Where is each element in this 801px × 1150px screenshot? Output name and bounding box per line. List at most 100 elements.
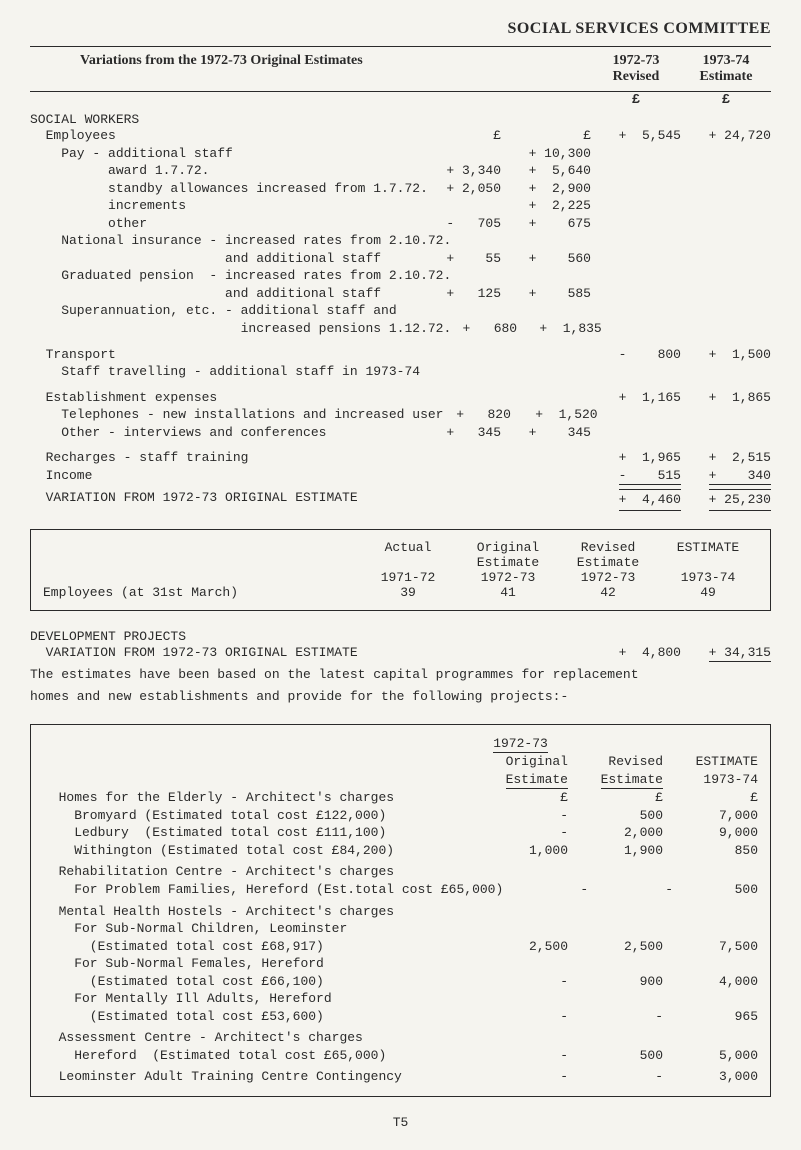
box-v4: 49 bbox=[658, 585, 758, 600]
box2-sub-b-label: (Estimated total cost £68,917) bbox=[43, 938, 473, 956]
box2-ill-b: (Estimated total cost £53,600) - - 965 bbox=[43, 1008, 758, 1026]
box2-subf-b-label: (Estimated total cost £66,100) bbox=[43, 973, 473, 991]
box2-assess-e: 5,000 bbox=[663, 1047, 758, 1065]
box2-subf-r: 900 bbox=[568, 973, 663, 991]
row-national-insurance-b: and additional staff + 55 + 560 bbox=[30, 250, 771, 268]
box2-brom-o: - bbox=[473, 807, 568, 825]
box2-assess-a-label: Assessment Centre - Architect's charges bbox=[43, 1029, 473, 1047]
box2-sub-a-label: For Sub-Normal Children, Leominster bbox=[43, 920, 473, 938]
label-award: award 1.7.72. bbox=[30, 162, 431, 180]
employees-revised: + 5,545 bbox=[591, 127, 681, 145]
box-y4: 1973-74 bbox=[658, 570, 758, 585]
dev-para-1: The estimates have been based on the lat… bbox=[30, 666, 771, 684]
row-income: Income - 515 + 340 bbox=[30, 467, 771, 486]
transport-est: + 1,500 bbox=[681, 346, 771, 364]
label-oth-int: Other - interviews and conferences bbox=[30, 424, 431, 442]
box2-rev-b: Estimate bbox=[601, 771, 663, 790]
box-y3: 1972-73 bbox=[558, 570, 658, 585]
section-development: DEVELOPMENT PROJECTS bbox=[30, 629, 771, 644]
row-establishment: Establishment expenses + 1,165 + 1,865 bbox=[30, 389, 771, 407]
box2-pound-2: £ bbox=[568, 789, 663, 807]
row-staff-travel: Staff travelling - additional staff in 1… bbox=[30, 363, 771, 381]
row-super-b: increased pensions 1.12.72. + 680 + 1,83… bbox=[30, 320, 771, 338]
box2-assess-o: - bbox=[473, 1047, 568, 1065]
box-v1: 39 bbox=[358, 585, 458, 600]
box2-rehab-r: - bbox=[588, 881, 673, 899]
row-recharges: Recharges - staff training + 1,965 + 2,5… bbox=[30, 449, 771, 467]
grad-v2: + 585 bbox=[501, 285, 591, 303]
box2-leo: Leominster Adult Training Centre Conting… bbox=[43, 1068, 758, 1086]
recharges-rev: + 1,965 bbox=[591, 449, 681, 467]
box-h-actual: Actual bbox=[358, 540, 458, 555]
tel-v2: + 1,520 bbox=[511, 406, 598, 424]
box2-assess-b: Hereford (Estimated total cost £65,000) … bbox=[43, 1047, 758, 1065]
box2-rehab-b: For Problem Families, Hereford (Est.tota… bbox=[43, 881, 758, 899]
label-income: Income bbox=[30, 467, 431, 486]
dev-var-label: VARIATION FROM 1972-73 ORIGINAL ESTIMATE bbox=[30, 644, 431, 663]
row-national-insurance-a: National insurance - increased rates fro… bbox=[30, 232, 771, 250]
header-rev-year: 1972-73 bbox=[591, 53, 681, 69]
label-recharges: Recharges - staff training bbox=[30, 449, 431, 467]
box2-sub-a: For Sub-Normal Children, Leominster bbox=[43, 920, 758, 938]
label-tel: Telephones - new installations and incre… bbox=[30, 406, 443, 424]
box2-ill-o: - bbox=[473, 1008, 568, 1026]
box2-rehab-a-label: Rehabilitation Centre - Architect's char… bbox=[43, 863, 473, 881]
header-estimate: 1973-74 Estimate bbox=[681, 53, 771, 85]
label-natins-b: and additional staff bbox=[30, 250, 431, 268]
label-super-a: Superannuation, etc. - additional staff … bbox=[30, 302, 431, 320]
header-rev-label: Revised bbox=[591, 69, 681, 85]
col-header-1: £ bbox=[431, 127, 501, 145]
row-increments: increments + 2,225 bbox=[30, 197, 771, 215]
oth-int-v1: + 345 bbox=[431, 424, 501, 442]
box2-assess-r: 500 bbox=[568, 1047, 663, 1065]
box-h-rev-b: Estimate bbox=[558, 555, 658, 570]
label-natins-a: National insurance - increased rates fro… bbox=[30, 232, 451, 250]
box2-pound-row: Homes for the Elderly - Architect's char… bbox=[43, 789, 758, 807]
tel-v1: + 820 bbox=[443, 406, 510, 424]
income-rev: - 515 bbox=[619, 467, 681, 486]
box2-head-1: Original Revised ESTIMATE bbox=[43, 753, 758, 771]
award-v2: + 5,640 bbox=[501, 162, 591, 180]
employees-estimate: + 24,720 bbox=[681, 127, 771, 145]
row-graduated-b: and additional staff + 125 + 585 bbox=[30, 285, 771, 303]
standby-v1: + 2,050 bbox=[431, 180, 501, 198]
label-incr: increments bbox=[30, 197, 431, 215]
box2-with-label: Withington (Estimated total cost £84,200… bbox=[43, 842, 473, 860]
label-other: other bbox=[30, 215, 431, 233]
box2-ill-a-label: For Mentally Ill Adults, Hereford bbox=[43, 990, 473, 1008]
recharges-est: + 2,515 bbox=[681, 449, 771, 467]
super-v1: + 680 bbox=[451, 320, 517, 338]
header-revised: 1972-73 Revised bbox=[591, 53, 681, 85]
oth-int-v2: + 345 bbox=[501, 424, 591, 442]
box2-brom-e: 7,000 bbox=[663, 807, 758, 825]
label-grad-b: and additional staff bbox=[30, 285, 431, 303]
box2-leo-label: Leominster Adult Training Centre Conting… bbox=[43, 1068, 473, 1086]
label-super-b: increased pensions 1.12.72. bbox=[30, 320, 451, 338]
box2-ill-b-label: (Estimated total cost £53,600) bbox=[43, 1008, 473, 1026]
footer-page: T5 bbox=[30, 1115, 771, 1130]
box2-sub-e: 7,500 bbox=[663, 938, 758, 956]
box2-year: 1972-73 bbox=[493, 735, 548, 754]
box2-orig-a: Original bbox=[473, 753, 568, 771]
box2-leo-r: - bbox=[568, 1068, 663, 1086]
box2-est-a: ESTIMATE bbox=[663, 753, 758, 771]
box2-brom-r: 500 bbox=[568, 807, 663, 825]
box2-rev-a: Revised bbox=[568, 753, 663, 771]
box2-rehab-a: Rehabilitation Centre - Architect's char… bbox=[43, 863, 758, 881]
box-v2: 41 bbox=[458, 585, 558, 600]
natins-v2: + 560 bbox=[501, 250, 591, 268]
other-v2: + 675 bbox=[501, 215, 591, 233]
label-staff-travel: Staff travelling - additional staff in 1… bbox=[30, 363, 431, 381]
grad-v1: + 125 bbox=[431, 285, 501, 303]
currency-row: £ £ bbox=[30, 92, 771, 108]
box2-mental-label: Mental Health Hostels - Architect's char… bbox=[43, 903, 473, 921]
box2-with-e: 850 bbox=[663, 842, 758, 860]
box2-ill-e: 965 bbox=[663, 1008, 758, 1026]
other-v1: - 705 bbox=[431, 215, 501, 233]
label-estab: Establishment expenses bbox=[30, 389, 431, 407]
header-row: Variations from the 1972-73 Original Est… bbox=[30, 47, 771, 91]
income-est: + 340 bbox=[709, 467, 771, 486]
box2-with-r: 1,900 bbox=[568, 842, 663, 860]
dev-var-est: + 34,315 bbox=[709, 644, 771, 663]
header-est-year: 1973-74 bbox=[681, 53, 771, 69]
